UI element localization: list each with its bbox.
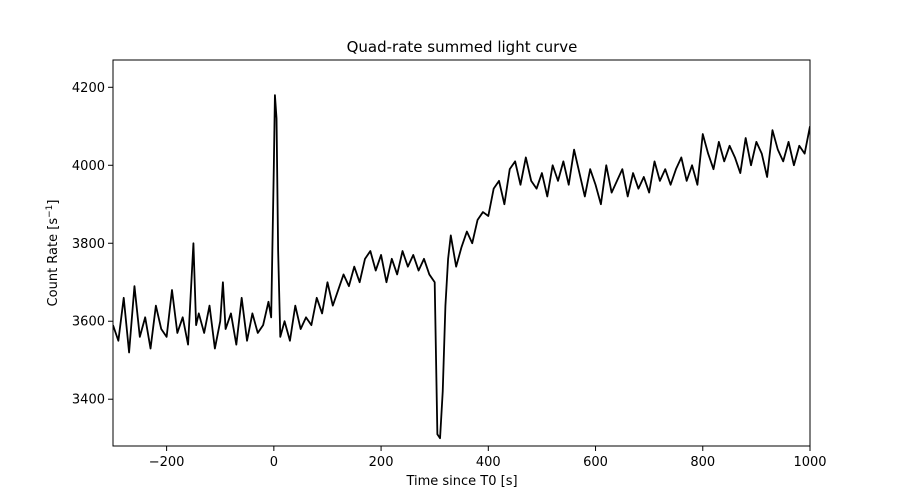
y-axis-label-exponent: −1 bbox=[45, 205, 55, 218]
y-tick-label: 3600 bbox=[72, 315, 105, 330]
y-tick-label: 3800 bbox=[72, 237, 105, 252]
chart-title: Quad-rate summed light curve bbox=[347, 38, 578, 56]
x-tick-label: 1000 bbox=[793, 455, 826, 470]
x-tick-label: 600 bbox=[583, 455, 608, 470]
x-axis: −200 0 200 400 600 800 1000 bbox=[149, 446, 827, 470]
x-tick-label: 200 bbox=[369, 455, 394, 470]
y-axis-label-base: Count Rate [s bbox=[46, 218, 61, 307]
y-tick-label: 4200 bbox=[72, 81, 105, 96]
y-tick-label: 4000 bbox=[72, 159, 105, 174]
plot-frame bbox=[112, 59, 811, 447]
y-axis-label-close: ] bbox=[46, 200, 61, 205]
y-axis-label: Count Rate [s−1] bbox=[45, 200, 61, 307]
series-line-0 bbox=[113, 94, 810, 440]
series-layer bbox=[113, 94, 810, 440]
x-tick-label: 800 bbox=[690, 455, 715, 470]
x-tick-label: 400 bbox=[476, 455, 501, 470]
y-tick-label: 3400 bbox=[72, 393, 105, 408]
y-axis: 3400 3600 3800 4000 4200 bbox=[72, 81, 113, 408]
x-tick-label: 0 bbox=[270, 455, 278, 470]
x-tick-label: −200 bbox=[149, 455, 185, 470]
x-axis-label: Time since T0 [s] bbox=[405, 474, 517, 489]
